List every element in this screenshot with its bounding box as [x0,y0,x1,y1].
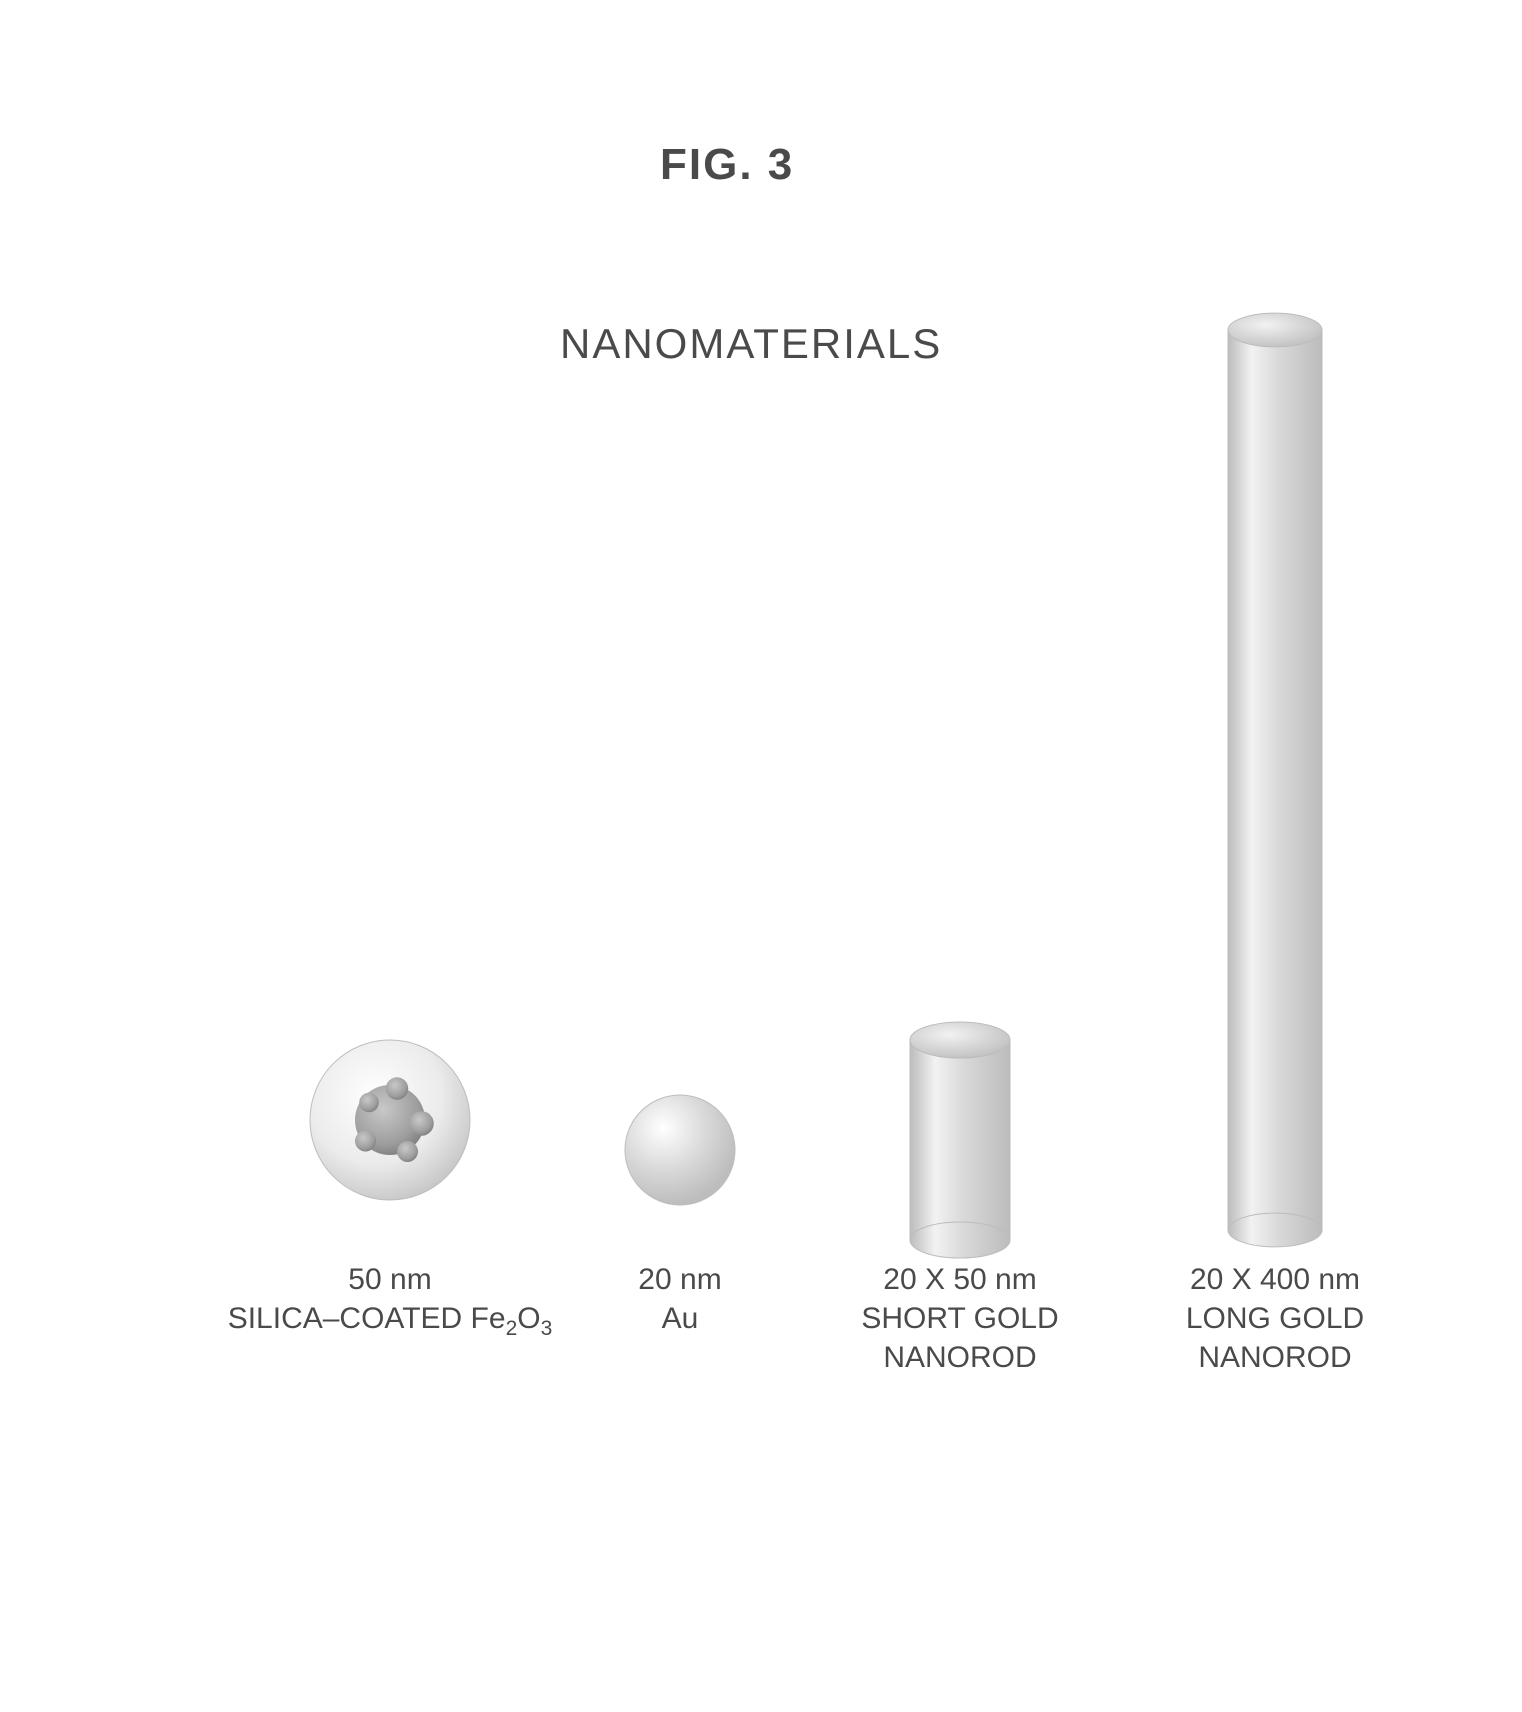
short-rod-shape [910,1022,1010,1258]
short-rod-size-label: 20 X 50 nm [861,1260,1058,1299]
au-sphere-label: 20 nmAu [638,1260,721,1338]
silica-fe2o3-size-label: 50 nm [228,1260,553,1299]
silica-fe2o3-label: 50 nmSILICA–COATED Fe2O3 [228,1260,553,1342]
silica-fe2o3-name-label: SILICA–COATED Fe2O3 [228,1299,553,1342]
long-rod-shape [1228,313,1322,1247]
au-sphere-size-label: 20 nm [638,1260,721,1299]
long-rod-label: 20 X 400 nmLONG GOLDNANOROD [1186,1260,1364,1377]
short-rod-label: 20 X 50 nmSHORT GOLDNANOROD [861,1260,1058,1377]
long-rod-name-label: LONG GOLDNANOROD [1186,1299,1364,1377]
au-sphere-name-label: Au [638,1299,721,1338]
silica-fe2o3-shape [310,1040,470,1200]
long-rod-size-label: 20 X 400 nm [1186,1260,1364,1299]
short-rod-name-label: SHORT GOLDNANOROD [861,1299,1058,1377]
au-sphere-shape [625,1095,735,1205]
